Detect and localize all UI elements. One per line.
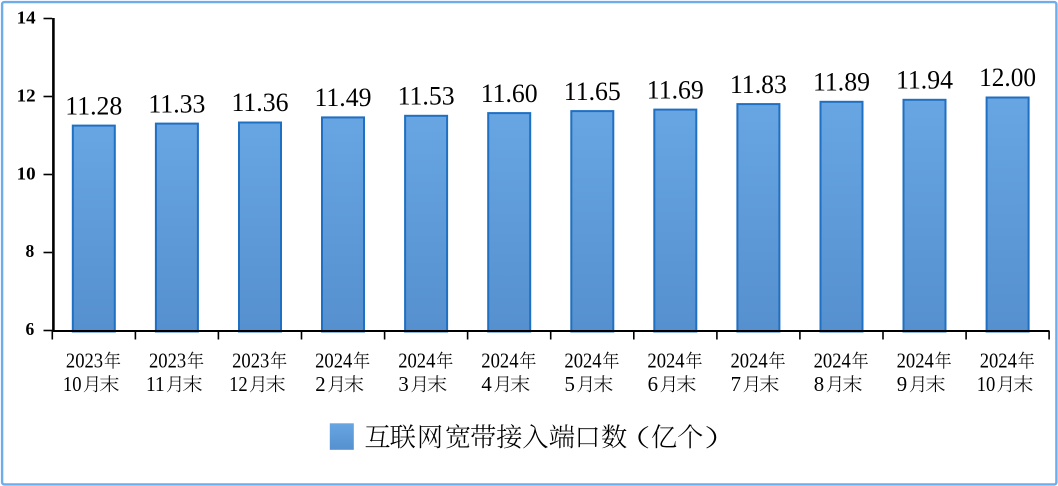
svg-text:12: 12: [17, 85, 36, 105]
svg-text:4: 4: [481, 372, 492, 396]
svg-text:8: 8: [26, 241, 35, 261]
svg-text:2024: 2024: [814, 348, 851, 372]
svg-text:6: 6: [648, 372, 659, 396]
svg-text:2024: 2024: [980, 348, 1017, 372]
svg-text:11.33: 11.33: [148, 89, 205, 118]
svg-text:10: 10: [63, 372, 82, 396]
svg-text:9: 9: [897, 372, 907, 396]
svg-text:11.69: 11.69: [647, 75, 704, 104]
svg-text:2024: 2024: [315, 348, 352, 372]
svg-text:11.65: 11.65: [564, 77, 621, 106]
svg-text:6: 6: [26, 319, 35, 339]
svg-text:2: 2: [315, 372, 325, 396]
svg-text:7: 7: [731, 372, 742, 396]
svg-text:11.89: 11.89: [813, 68, 870, 97]
svg-text:11.83: 11.83: [730, 70, 787, 99]
svg-text:2024: 2024: [731, 348, 768, 372]
svg-text:2024: 2024: [897, 348, 934, 372]
svg-text:5: 5: [565, 372, 575, 396]
svg-text:2024: 2024: [481, 348, 518, 372]
svg-text:2023: 2023: [232, 348, 269, 372]
svg-text:2024: 2024: [398, 348, 435, 372]
svg-text:11.28: 11.28: [65, 91, 122, 120]
svg-text:2024: 2024: [564, 348, 601, 372]
svg-text:14: 14: [17, 7, 36, 27]
svg-text:2024: 2024: [647, 348, 684, 372]
svg-text:11.94: 11.94: [896, 66, 953, 95]
svg-text:11.53: 11.53: [398, 82, 455, 111]
svg-text:11.49: 11.49: [315, 83, 372, 112]
svg-text:10: 10: [17, 163, 36, 183]
svg-text:11: 11: [146, 372, 165, 396]
svg-text:3: 3: [398, 372, 408, 396]
svg-text:11.60: 11.60: [481, 79, 538, 108]
svg-text:2023: 2023: [66, 348, 103, 372]
svg-text:8: 8: [814, 372, 824, 396]
svg-text:12.00: 12.00: [979, 63, 1036, 92]
svg-text:10: 10: [977, 372, 996, 396]
svg-text:12: 12: [229, 372, 248, 396]
svg-text:11.36: 11.36: [232, 88, 289, 117]
svg-text:2023: 2023: [149, 348, 186, 372]
